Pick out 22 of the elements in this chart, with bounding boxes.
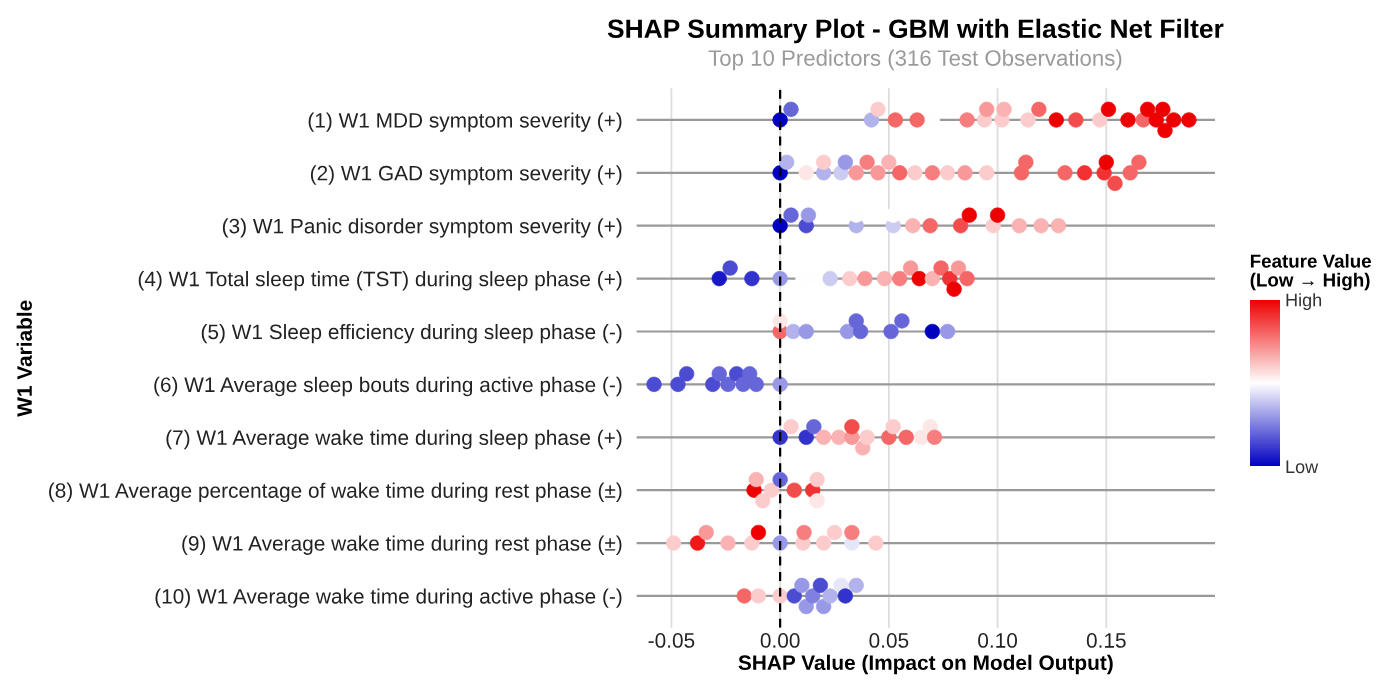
x-tick-label: 0.05 bbox=[869, 633, 909, 648]
y-axis-title: W1 Variable bbox=[16, 300, 32, 417]
color-bar-title: Feature Value (Low → High) bbox=[1250, 253, 1371, 291]
y-tick-label: (8) W1 Average percentage of wake time during rest phase (±) bbox=[49, 482, 622, 503]
color-bar-label: Low bbox=[1286, 460, 1319, 474]
y-tick-label: (5) W1 Sleep efficiency during sleep phase (-) bbox=[201, 323, 622, 344]
x-tick-label: 0.00 bbox=[760, 633, 800, 648]
chart-title: SHAP Summary Plot - GBM with Elastic Net Filter bbox=[607, 18, 1224, 44]
y-tick-label: (1) W1 MDD symptom severity (+) bbox=[308, 112, 622, 132]
y-tick-label: (10) W1 Average wake time during active phase (-) bbox=[155, 588, 622, 608]
chart-subtitle: Top 10 Predictors (316 Test Observations) bbox=[708, 49, 1122, 71]
y-tick-label: (9) W1 Average wake time during rest phase (±) bbox=[182, 535, 622, 555]
y-tick-label: (2) W1 GAD symptom severity (+) bbox=[310, 165, 622, 185]
color-bar-label: High bbox=[1286, 293, 1322, 310]
x-tick-label: 0.10 bbox=[978, 633, 1018, 648]
x-tick-label: -0.05 bbox=[648, 633, 695, 648]
x-tick-label: 0.15 bbox=[1086, 633, 1126, 648]
x-axis-title: SHAP Value (Impact on Model Output) bbox=[738, 654, 1113, 675]
y-tick-label: (7) W1 Average wake time during sleep phase (+) bbox=[166, 429, 622, 450]
y-tick-label: (4) W1 Total sleep time (TST) during sleep phase (+) bbox=[138, 271, 622, 291]
y-tick-label: (6) W1 Average sleep bouts during active phase (-) bbox=[154, 376, 622, 397]
y-tick-label: (3) W1 Panic disorder symptom severity (+) bbox=[222, 218, 622, 238]
